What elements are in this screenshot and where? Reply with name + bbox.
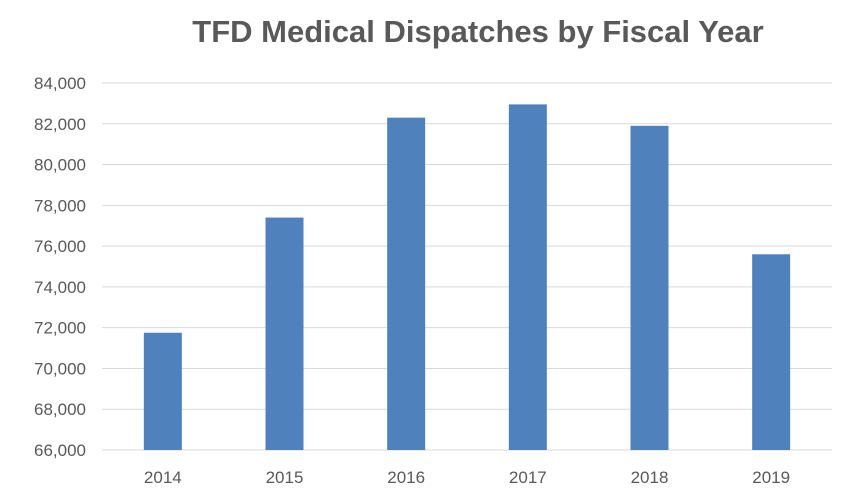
bar-2016 [387, 117, 426, 451]
y-tick-label: 74,000 [34, 278, 86, 297]
bar-2018 [630, 125, 669, 451]
y-tick-label: 68,000 [34, 400, 86, 419]
y-tick-label: 78,000 [34, 196, 86, 215]
x-tick-label: 2014 [144, 468, 182, 487]
x-axis-ticks: 2014 2015 2016 2017 2018 2019 [144, 468, 790, 487]
x-tick-label: 2019 [752, 468, 790, 487]
bar-2014 [143, 332, 182, 450]
x-tick-label: 2018 [631, 468, 669, 487]
gridlines [102, 82, 832, 451]
y-tick-label: 84,000 [34, 74, 86, 93]
bars [143, 104, 791, 451]
y-tick-label: 70,000 [34, 359, 86, 378]
bar-2019 [752, 254, 791, 450]
y-tick-label: 76,000 [34, 237, 86, 256]
y-tick-label: 80,000 [34, 156, 86, 175]
x-tick-label: 2017 [509, 468, 547, 487]
x-tick-label: 2015 [266, 468, 304, 487]
x-tick-label: 2016 [387, 468, 425, 487]
bar-2017 [508, 104, 547, 451]
bar-2015 [265, 217, 304, 450]
chart-title: TFD Medical Dispatches by Fiscal Year [192, 14, 764, 49]
y-tick-label: 72,000 [34, 319, 86, 338]
y-tick-label: 66,000 [34, 441, 86, 460]
y-axis-ticks: 66,000 68,000 70,000 72,000 74,000 76,000 78,0… [34, 74, 86, 460]
y-tick-label: 82,000 [34, 115, 86, 134]
